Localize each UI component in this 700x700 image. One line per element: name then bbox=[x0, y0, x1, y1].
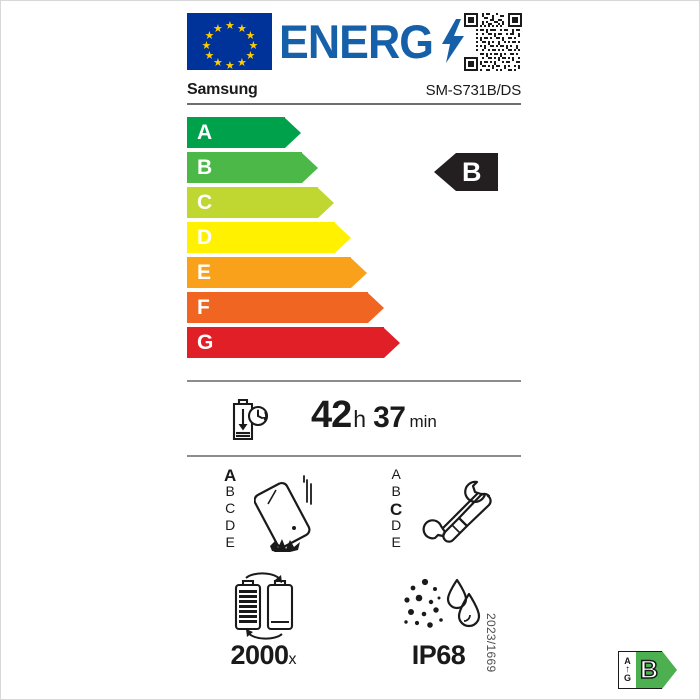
bar-body: E bbox=[187, 257, 351, 288]
bar-arrow-tip bbox=[302, 152, 318, 183]
battery-cycles-suffix: x bbox=[288, 651, 297, 668]
marker-arrow-tip bbox=[434, 153, 456, 191]
energy-class-bar-letter: F bbox=[197, 296, 210, 319]
energy-class-row-b: B bbox=[187, 152, 318, 183]
bar-body: C bbox=[187, 187, 318, 218]
phone-drop-icon bbox=[253, 472, 332, 554]
brand-model-row: Samsung SM-S731B/DS bbox=[176, 81, 526, 107]
battery-cycles-panel: 2000x bbox=[176, 572, 351, 682]
ingress-protection-panel: IP68 bbox=[351, 572, 526, 682]
badge-arrow-up-icon: ↑ bbox=[625, 664, 630, 675]
endurance-hours: 42 bbox=[311, 394, 352, 436]
rating-letter-b: B bbox=[225, 483, 235, 499]
energ-wordmark: ENERG bbox=[279, 14, 465, 68]
label-header: ★ ★ ★ ★ ★ ★ ★ ★ ★ ★ ★ ★ ENERG bbox=[176, 10, 526, 72]
energy-class-bar: E bbox=[187, 257, 367, 288]
bar-arrow-tip bbox=[384, 327, 400, 358]
badge-scale-range: A ↑ G bbox=[618, 651, 636, 689]
regulation-number: 2023/1669 bbox=[484, 613, 498, 673]
rating-letter-d: D bbox=[225, 517, 236, 533]
energy-class-row-c: C bbox=[187, 187, 334, 218]
qr-code[interactable] bbox=[464, 13, 522, 71]
divider-below-endurance bbox=[187, 455, 521, 457]
badge-scale-bottom: G bbox=[623, 673, 631, 683]
wrench-screwdriver-icon bbox=[419, 474, 499, 552]
brand-divider bbox=[187, 103, 521, 105]
rating-letter-e: E bbox=[391, 534, 401, 550]
bar-arrow-tip bbox=[368, 292, 384, 323]
divider-above-endurance bbox=[187, 380, 521, 382]
energy-class-row-a: A bbox=[187, 117, 301, 148]
bar-arrow-tip bbox=[335, 222, 351, 253]
energy-class-badge: A ↑ G B bbox=[618, 651, 678, 689]
rating-letter-a: A bbox=[391, 466, 401, 482]
battery-clock-icon bbox=[226, 395, 276, 443]
energy-class-bar: C bbox=[187, 187, 334, 218]
energy-class-row-f: F bbox=[187, 292, 384, 323]
ingress-protection-value: IP68 bbox=[411, 640, 466, 670]
brand-name: Samsung bbox=[187, 81, 258, 98]
battery-cycles-caption: 2000x bbox=[176, 640, 351, 671]
rating-letter-c: C bbox=[390, 500, 403, 519]
eu-flag-icon: ★ ★ ★ ★ ★ ★ ★ ★ ★ ★ ★ ★ bbox=[187, 13, 272, 70]
energy-class-bar-letter: E bbox=[197, 261, 212, 284]
energy-class-letter: B bbox=[462, 156, 482, 187]
marker-body: B bbox=[456, 153, 498, 191]
rating-letter-e: E bbox=[225, 534, 235, 550]
lightning-bolt-icon bbox=[442, 19, 465, 63]
energy-class-bar: A bbox=[187, 117, 301, 148]
rating-letter-a: A bbox=[224, 466, 237, 485]
bar-body: B bbox=[187, 152, 302, 183]
energy-class-row-g: G bbox=[187, 327, 400, 358]
battery-endurance-value: 42 h 37 min bbox=[311, 396, 437, 442]
bar-body: F bbox=[187, 292, 368, 323]
badge-class-letter: B bbox=[639, 655, 659, 684]
badge-scale-top: A bbox=[624, 656, 631, 666]
endurance-minutes: 37 bbox=[373, 401, 406, 434]
energy-class-bar: F bbox=[187, 292, 384, 323]
energy-class-row-e: E bbox=[187, 257, 367, 288]
energy-class-bar-letter: D bbox=[197, 226, 213, 249]
bar-arrow-tip bbox=[285, 117, 301, 148]
bar-body: D bbox=[187, 222, 335, 253]
energy-class-bar-letter: A bbox=[197, 121, 213, 144]
bar-body: G bbox=[187, 327, 384, 358]
badge-body: B bbox=[636, 651, 663, 689]
energy-label-card: ★ ★ ★ ★ ★ ★ ★ ★ ★ ★ ★ ★ ENERG bbox=[176, 5, 526, 693]
energ-wordmark-text: ENERG bbox=[279, 14, 434, 68]
bar-arrow-tip bbox=[318, 187, 334, 218]
ingress-protection-caption: IP68 bbox=[351, 640, 526, 671]
rating-letter-c: C bbox=[225, 500, 236, 516]
energy-class-bar-letter: G bbox=[197, 331, 214, 354]
bar-body: A bbox=[187, 117, 285, 148]
battery-endurance-row: 42 h 37 min bbox=[176, 388, 526, 450]
energy-class-marker: B bbox=[434, 153, 498, 191]
endurance-hours-unit: h bbox=[353, 406, 367, 432]
energy-class-bar: G bbox=[187, 327, 400, 358]
energy-class-bar: D bbox=[187, 222, 351, 253]
badge-arrow-tip bbox=[662, 651, 678, 689]
battery-cycles-value: 2000 bbox=[230, 640, 289, 670]
battery-cycle-icon bbox=[226, 572, 304, 640]
energy-class-bar: B bbox=[187, 152, 318, 183]
energy-class-bar-letter: C bbox=[197, 191, 213, 214]
rating-letter-d: D bbox=[391, 517, 402, 533]
rating-letter-b: B bbox=[391, 483, 401, 499]
bar-arrow-tip bbox=[351, 257, 367, 288]
endurance-minutes-unit: min bbox=[409, 412, 437, 431]
model-identifier: SM-S731B/DS bbox=[425, 82, 522, 99]
dust-water-icon bbox=[401, 576, 483, 636]
energy-class-row-d: D bbox=[187, 222, 351, 253]
energy-class-bar-letter: B bbox=[197, 156, 213, 179]
